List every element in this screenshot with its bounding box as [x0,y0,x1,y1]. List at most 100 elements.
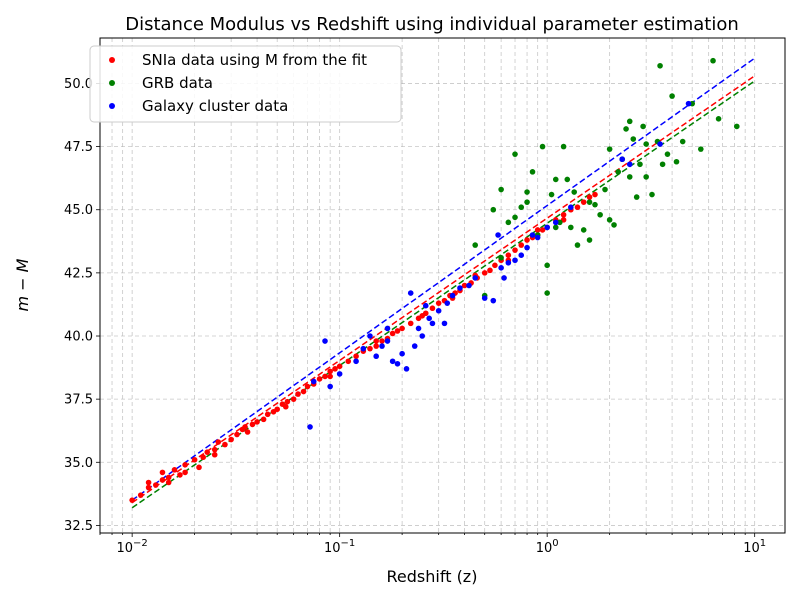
data-point [524,244,530,251]
data-point [619,156,626,163]
data-point [429,320,436,327]
data-point [429,305,436,312]
data-point [353,358,359,365]
data-point [518,204,525,211]
data-point [345,358,352,365]
data-point [481,270,488,276]
data-point [384,338,391,344]
legend: SNIa data using M from the fit GRB data Ga… [89,45,402,123]
data-point [327,383,333,390]
y-tick-label: 35.0 [64,456,93,471]
data-point [586,237,593,243]
data-point [399,325,405,332]
data-point [606,146,613,152]
data-point [211,451,218,458]
data-point [403,366,410,372]
y-tick-label: 45.0 [64,203,93,218]
data-point [310,378,317,385]
data-point [367,333,373,339]
data-point [159,477,166,483]
data-point [353,353,359,360]
data-point [626,118,633,125]
data-point [580,227,587,233]
data-point [556,219,563,226]
data-point [524,237,530,243]
data-point [611,222,617,228]
data-point [336,363,343,370]
data-point [481,295,488,301]
data-point [171,467,178,473]
data-point [524,189,530,195]
data-point [679,138,686,145]
data-point [426,315,432,322]
fit-line [131,57,756,501]
data-point [657,62,663,69]
data-point [449,292,456,299]
data-point [182,462,188,468]
data-point [643,141,649,147]
data-point [592,191,598,198]
y-tick-label: 47.5 [64,140,93,155]
data-point [505,219,512,226]
data-point [196,464,202,471]
data-point [444,300,451,306]
data-point [322,373,328,380]
data-point [389,330,396,337]
data-point [300,388,307,395]
data-point [512,214,518,221]
data-point [152,482,159,488]
data-point [568,204,574,211]
y-axis-label: m − M [13,258,32,311]
data-point [640,123,646,130]
legend-label: Galaxy cluster data [142,97,288,115]
data-point [234,431,240,438]
data-point [264,411,271,418]
data-point [295,391,301,397]
data-point [260,416,267,423]
data-point [512,247,518,253]
data-point [441,320,448,327]
data-point [435,300,442,306]
data-point [633,194,640,200]
data-point [574,242,581,248]
data-point [498,265,504,271]
data-point [710,57,716,64]
data-point [145,479,152,486]
data-point [457,285,463,291]
data-point [249,421,256,428]
data-point [626,174,633,180]
legend-marker [109,80,115,86]
data-point [327,373,333,380]
data-point [466,282,472,289]
data-point [332,366,338,372]
data-point [669,93,675,99]
data-point [518,252,525,258]
data-point [733,123,740,130]
data-point [304,383,311,390]
chart-title: Distance Modulus vs Redshift using indiv… [125,14,739,35]
data-point [461,282,468,289]
data-point [615,169,622,175]
data-point [552,224,559,231]
data-point [384,325,391,332]
plot-frame [99,37,786,534]
data-point [284,398,291,405]
y-tick-label: 37.5 [64,393,93,408]
data-point [657,141,663,147]
data-point [564,176,571,183]
y-tick-label: 42.5 [64,266,93,281]
data-point [307,424,313,430]
data-point [360,345,367,352]
data-point [534,227,541,233]
data-point [586,199,593,205]
data-point [544,262,550,269]
data-point [539,143,546,150]
data-point [215,439,222,445]
data-point [586,194,593,200]
data-point [715,116,722,122]
data-point [602,186,608,193]
data-point [165,479,172,486]
data-point [490,297,497,304]
legend-marker [109,57,115,63]
data-point [592,201,598,208]
